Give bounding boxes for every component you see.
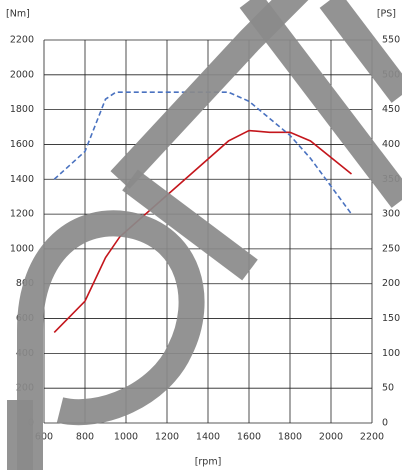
x-tick-label: 1400: [196, 432, 220, 443]
x-tick-label: 1600: [237, 432, 261, 443]
y2-tick-label: 150: [382, 313, 400, 324]
data-line: [54, 92, 351, 214]
y-tick-label: 2000: [10, 69, 34, 80]
y-tick-label: 1800: [10, 104, 34, 115]
x-tick-label: 2000: [319, 432, 343, 443]
y2-axis-label: [PS]: [377, 9, 396, 20]
y-tick-label: 1000: [10, 243, 34, 254]
y-axis-label: [Nm]: [6, 9, 30, 20]
y2-tick-label: 100: [382, 348, 400, 359]
x-tick-label: 2200: [360, 432, 384, 443]
watermark: [20, 0, 402, 470]
y2-tick-label: 50: [382, 383, 394, 394]
y2-tick-label: 550: [382, 35, 400, 46]
watermark-stroke: [250, 0, 402, 200]
x-tick-label: 1000: [114, 432, 138, 443]
y-tick-label: 1200: [10, 209, 34, 220]
y2-tick-label: 400: [382, 139, 400, 150]
y2-tick-label: 300: [382, 209, 400, 220]
y2-tick-label: 200: [382, 278, 400, 289]
y-tick-label: 1600: [10, 139, 34, 150]
y2-tick-label: 0: [382, 418, 388, 429]
y-tick-label: 1400: [10, 174, 34, 185]
chart: [Nm] [PS] [rpm] 020040060080010001200140…: [0, 0, 402, 470]
x-tick-label: 800: [76, 432, 94, 443]
x-axis-label: [rpm]: [195, 457, 222, 468]
y2-tick-label: 250: [382, 243, 400, 254]
y2-tick-label: 450: [382, 104, 400, 115]
y-tick-label: 2200: [10, 35, 34, 46]
x-tick-label: 1200: [155, 432, 179, 443]
x-tick-label: 1800: [278, 432, 302, 443]
